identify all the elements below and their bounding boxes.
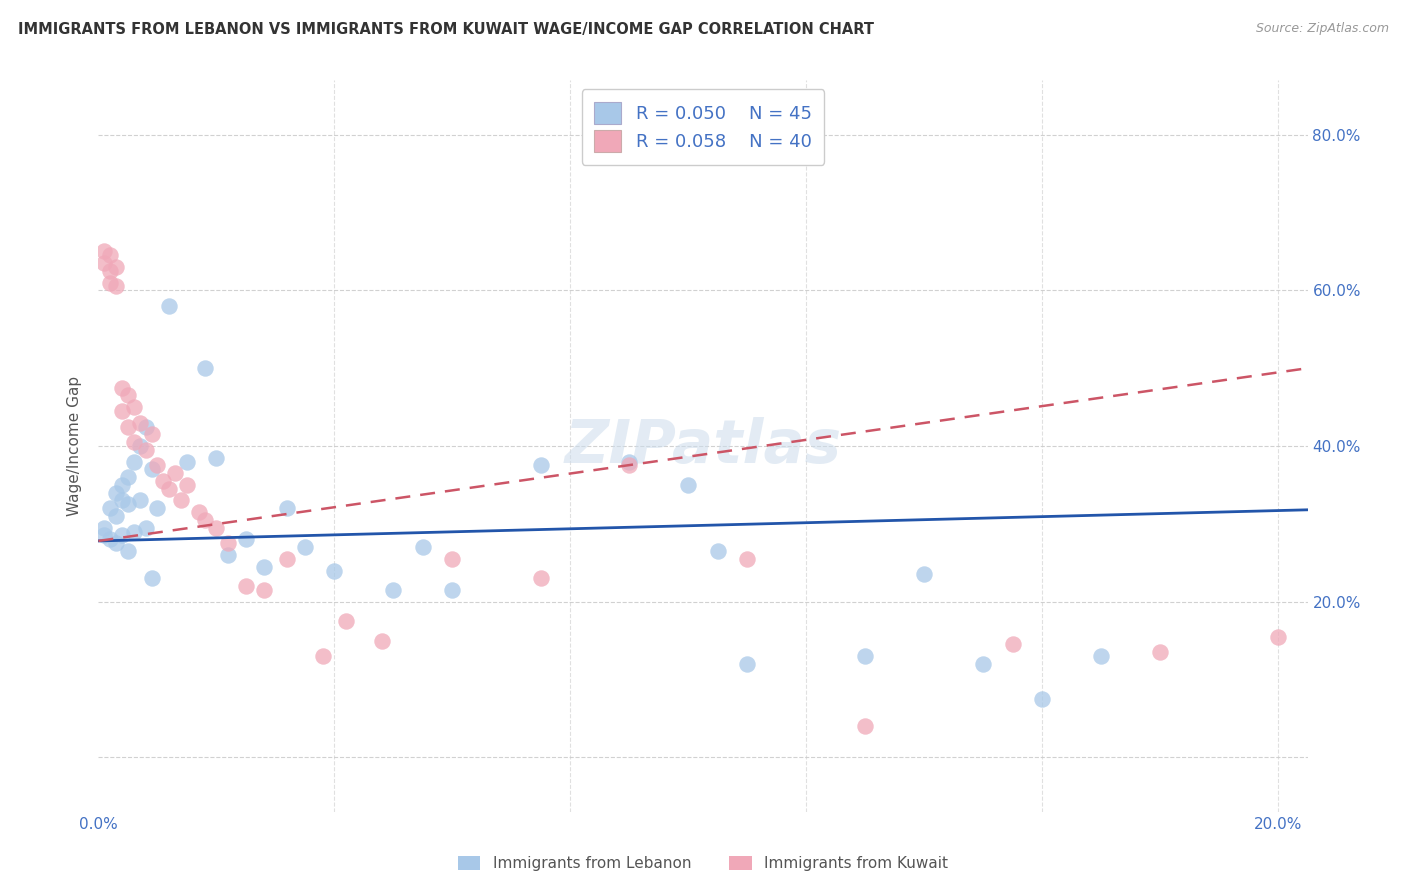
Point [128,416,150,430]
Point [187,505,209,519]
Point [111,478,134,492]
Point [217,548,239,562]
Point [335,614,357,628]
Point [1031,692,1053,706]
Point [176,454,198,468]
Point [135,521,157,535]
Legend: Immigrants from Lebanon, Immigrants from Kuwait: Immigrants from Lebanon, Immigrants from… [451,850,955,877]
Point [105,279,128,293]
Point [146,458,169,473]
Point [194,361,217,376]
Point [117,544,139,558]
Point [98,276,121,290]
Point [105,509,128,524]
Point [294,540,316,554]
Point [93,244,115,259]
Point [972,657,994,671]
Point [105,536,128,550]
Point [530,571,553,585]
Point [141,427,163,442]
Point [619,458,641,473]
Point [122,400,145,414]
Point [128,493,150,508]
Point [235,579,257,593]
Point [853,649,876,664]
Point [441,582,464,597]
Text: IMMIGRANTS FROM LEBANON VS IMMIGRANTS FROM KUWAIT WAGE/INCOME GAP CORRELATION CH: IMMIGRANTS FROM LEBANON VS IMMIGRANTS FR… [18,22,875,37]
Point [98,248,121,262]
Point [1149,645,1171,659]
Y-axis label: Wage/Income Gap: Wage/Income Gap [67,376,83,516]
Point [157,299,180,313]
Point [105,260,128,274]
Point [235,533,257,547]
Point [105,485,128,500]
Point [146,501,169,516]
Point [141,571,163,585]
Point [157,482,180,496]
Legend: R = 0.050    N = 45, R = 0.058    N = 40: R = 0.050 N = 45, R = 0.058 N = 40 [582,89,824,165]
Point [205,521,228,535]
Point [323,564,346,578]
Point [276,551,298,566]
Point [135,419,157,434]
Point [93,521,115,535]
Point [252,559,274,574]
Point [370,633,392,648]
Point [1267,630,1289,644]
Point [735,657,758,671]
Point [912,567,935,582]
Point [170,493,193,508]
Point [217,536,239,550]
Point [98,533,121,547]
Text: ZIPatlas: ZIPatlas [564,417,842,475]
Point [111,528,134,542]
Point [165,467,187,481]
Point [194,513,217,527]
Point [1090,649,1112,664]
Point [706,544,728,558]
Point [122,454,145,468]
Point [152,474,174,488]
Point [252,582,274,597]
Point [382,582,405,597]
Point [93,528,115,542]
Point [122,524,145,539]
Point [678,478,700,492]
Point [412,540,434,554]
Text: Source: ZipAtlas.com: Source: ZipAtlas.com [1256,22,1389,36]
Point [441,551,464,566]
Point [128,439,150,453]
Point [98,501,121,516]
Point [176,478,198,492]
Point [276,501,298,516]
Point [111,404,134,418]
Point [111,381,134,395]
Point [619,454,641,468]
Point [853,719,876,733]
Point [141,462,163,476]
Point [117,419,139,434]
Point [530,458,553,473]
Point [735,551,758,566]
Point [205,450,228,465]
Point [117,470,139,484]
Point [122,435,145,450]
Point [98,264,121,278]
Point [117,497,139,511]
Point [117,388,139,402]
Point [111,493,134,508]
Point [135,442,157,457]
Point [311,649,333,664]
Point [1001,637,1024,651]
Point [93,256,115,270]
